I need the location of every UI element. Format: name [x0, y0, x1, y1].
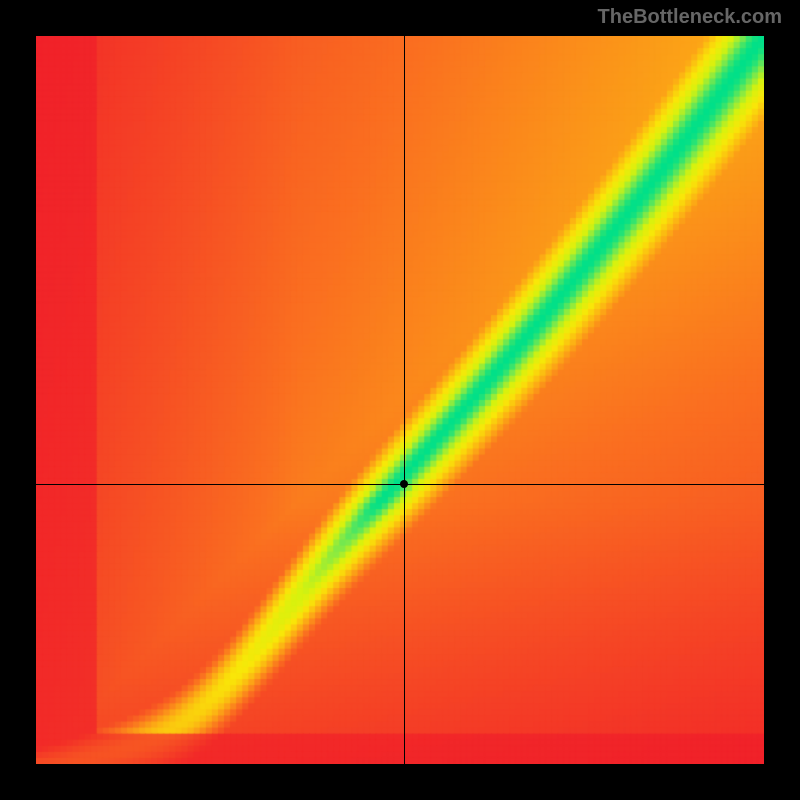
attribution-text: TheBottleneck.com	[598, 6, 782, 29]
crosshair-vertical	[404, 36, 405, 764]
crosshair-marker	[400, 480, 408, 488]
heatmap-plot	[36, 36, 764, 764]
heatmap-canvas	[36, 36, 764, 764]
